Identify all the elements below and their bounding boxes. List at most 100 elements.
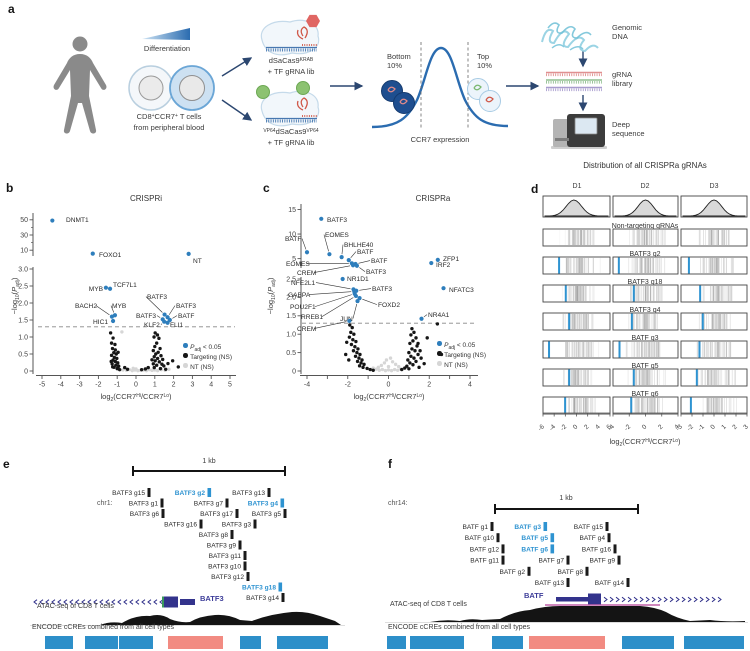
data-point	[389, 368, 394, 373]
gene-direction-chevron	[141, 599, 146, 605]
e-chromosome-label: chr1:	[97, 500, 113, 507]
grna-tick	[585, 566, 589, 576]
c-legend-targeting: Targeting (NS)	[437, 351, 486, 361]
donor-2-header: D2	[640, 183, 650, 190]
data-point	[408, 361, 412, 365]
d-x-tick-label: 2	[731, 423, 739, 431]
targeting-ns-points	[344, 322, 444, 372]
grna-distribution-row-label: BATF3 g4	[630, 307, 661, 314]
data-point	[412, 356, 416, 360]
data-point	[115, 356, 119, 361]
data-point	[360, 358, 364, 362]
d-x-tick-label: 6	[605, 423, 613, 431]
vp64-construct-label2: + TF gRNA lib	[267, 138, 315, 147]
gene-body	[588, 593, 601, 605]
data-point	[388, 356, 393, 360]
grna-item-label: BATF g10	[465, 535, 495, 542]
data-point	[157, 336, 161, 341]
data-point	[358, 352, 362, 357]
b-legend-targeting: Targeting (NS)	[183, 353, 232, 363]
data-point	[349, 342, 354, 347]
grna-item-label: BATF3 g15	[112, 490, 145, 497]
y-tick-label: 1.5	[18, 317, 28, 324]
sig-data-point	[319, 216, 324, 221]
data-point	[111, 336, 115, 340]
sig-data-point	[165, 320, 170, 325]
grna-item-label: BATF g11	[470, 558, 499, 565]
gene-direction-chevron	[615, 596, 620, 603]
data-point	[153, 344, 157, 349]
grna-tick	[617, 555, 621, 565]
data-point	[377, 368, 382, 372]
sig-data-point	[162, 312, 167, 317]
x-tick-label: -1	[114, 382, 120, 389]
atac-signal-trace	[386, 606, 745, 622]
targeting-dot-icon	[183, 353, 188, 358]
crispri-title: CRISPRi	[129, 194, 163, 203]
gene-label: POU2F1	[290, 304, 316, 311]
gene-direction-chevron	[111, 599, 116, 605]
gene-direction-chevron	[123, 599, 128, 605]
grna-distribution-row-label: BATF g3	[631, 335, 658, 342]
grna-item-label: BATF3 g11	[209, 553, 242, 560]
krab-construct-label: dSaCas9KRAB	[268, 56, 314, 65]
data-point	[348, 323, 352, 327]
data-point	[353, 345, 357, 349]
sig-data-point	[103, 285, 109, 290]
data-point	[158, 366, 163, 371]
data-point	[395, 368, 400, 372]
y-tick-label: 2.5	[286, 276, 296, 283]
data-point	[110, 346, 115, 351]
y-tick-label: 50	[20, 217, 28, 224]
label-leader-line	[315, 282, 351, 290]
grna-item-label: BATF3 g1	[129, 501, 159, 508]
grna-tick	[543, 522, 548, 531]
rug-box	[612, 284, 679, 303]
gene-body	[180, 599, 195, 605]
grna-tick	[626, 578, 630, 587]
gene-label: BATF	[371, 258, 387, 265]
ccre-red-box	[168, 636, 223, 649]
ccre-blue-box	[492, 636, 523, 649]
grna-library-icon	[546, 71, 602, 92]
d-title: Distribution of all CRISPRa gRNAs	[583, 161, 707, 170]
label-leader-line	[308, 291, 352, 295]
differentiation-label: Differentiation	[143, 44, 191, 53]
gene-label: NR1D1	[347, 276, 369, 283]
data-point	[380, 367, 385, 372]
grna-item-label: BATF3 g4	[248, 501, 279, 508]
f-atac-label: ATAC-seq of CD8 T cells	[390, 601, 467, 608]
rug-box	[542, 284, 611, 303]
differentiation-gradient-icon	[142, 28, 190, 40]
grna-item-label: BATF g4	[579, 535, 605, 542]
grna-tick	[253, 519, 257, 529]
grna-item-label: BATF g15	[574, 524, 604, 531]
gene-label: IRF2	[436, 262, 451, 269]
y-tick-label: 0	[292, 368, 296, 375]
gene-direction-chevron	[669, 596, 674, 603]
gene-direction-chevron	[687, 596, 692, 603]
grna-item-label: BATF3 g6	[130, 511, 160, 518]
data-point	[347, 358, 351, 362]
data-point	[410, 347, 414, 351]
d-x-tick-label: 0	[709, 423, 717, 431]
x-tick-label: -2	[95, 382, 101, 389]
data-point	[383, 368, 388, 373]
data-point	[413, 349, 417, 353]
data-point	[117, 367, 122, 372]
targeting-dot-icon	[437, 351, 442, 356]
grna-tick	[230, 530, 234, 539]
data-point	[131, 366, 135, 370]
f-encode-label: ENCODE cCREs combined from all cell type…	[388, 624, 530, 631]
data-point	[425, 336, 429, 340]
sig-data-point	[110, 318, 116, 324]
ccre-blue-box	[85, 636, 118, 649]
data-point	[345, 340, 349, 344]
label-leader-line	[321, 297, 354, 317]
data-point	[406, 358, 410, 362]
sig-data-point	[162, 319, 167, 324]
gene-direction-chevron	[675, 596, 680, 603]
grna-item-label: BATF g2	[499, 569, 525, 576]
data-point	[357, 356, 361, 360]
data-point	[359, 361, 363, 365]
